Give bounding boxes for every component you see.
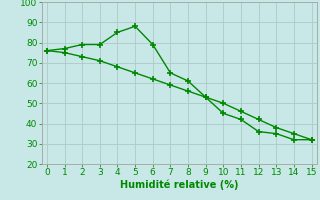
X-axis label: Humidité relative (%): Humidité relative (%) [120, 180, 238, 190]
